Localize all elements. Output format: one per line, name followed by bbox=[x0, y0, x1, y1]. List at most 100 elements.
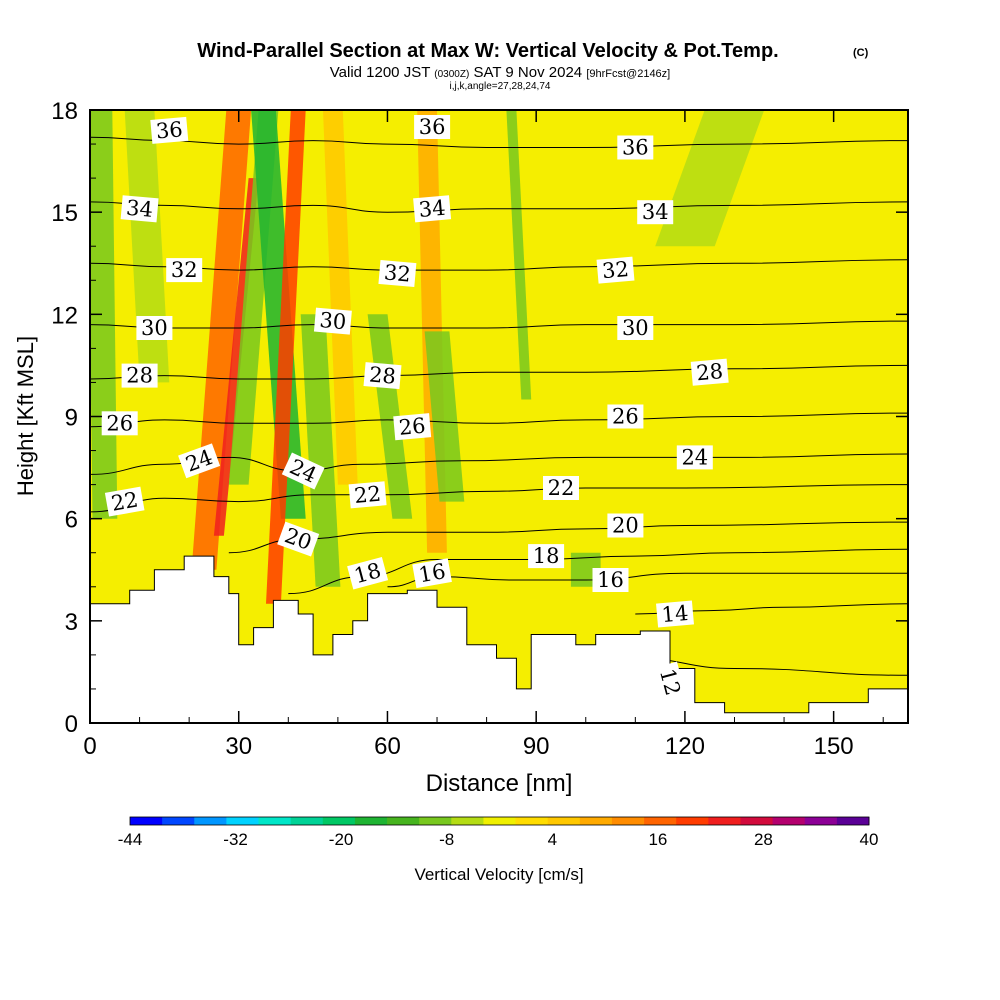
vertical-velocity-band bbox=[323, 110, 358, 485]
contour-label-text: 34 bbox=[125, 196, 154, 222]
x-tick-label: 30 bbox=[225, 733, 252, 760]
colorbar-swatches bbox=[129, 816, 870, 826]
colorbar-swatch bbox=[708, 817, 741, 825]
contour-label-text: 22 bbox=[109, 487, 139, 515]
contour-label: 32 bbox=[378, 259, 417, 288]
contour-label: 18 bbox=[347, 556, 389, 590]
contour-label: 22 bbox=[543, 476, 579, 500]
vertical-velocity-band bbox=[300, 314, 341, 587]
colorbar-tick-label: -20 bbox=[329, 830, 354, 849]
colorbar-swatch bbox=[322, 817, 356, 825]
colorbar-swatch bbox=[194, 817, 227, 825]
y-tick-label: 0 bbox=[65, 711, 78, 738]
contour-line-28 bbox=[90, 364, 908, 380]
colorbar-swatch bbox=[515, 817, 549, 825]
contour-label-text: 26 bbox=[612, 405, 639, 429]
contour-label-text: 30 bbox=[319, 308, 348, 334]
vertical-velocity-band bbox=[266, 110, 306, 604]
contour-label-text: 26 bbox=[398, 414, 427, 440]
colorbar-swatch bbox=[419, 817, 452, 825]
contour-label: 22 bbox=[104, 486, 145, 517]
x-tick-label: 60 bbox=[374, 733, 401, 760]
contour-label: 14 bbox=[656, 600, 694, 628]
contour-label-text: 16 bbox=[597, 568, 624, 592]
contour-label-text: 36 bbox=[419, 115, 446, 139]
colorbar-swatch bbox=[226, 817, 260, 825]
contour-label-text: 34 bbox=[642, 200, 669, 224]
contour-line-12 bbox=[635, 657, 908, 676]
contour-line-32 bbox=[90, 259, 908, 271]
colorbar-tick-label: 16 bbox=[648, 830, 667, 849]
contour-label: 26 bbox=[393, 413, 432, 441]
contour-label: 26 bbox=[607, 404, 644, 429]
valid-date: SAT 9 Nov 2024 bbox=[473, 64, 582, 81]
contour-label: 20 bbox=[607, 513, 644, 538]
colorbar-swatch bbox=[611, 817, 645, 825]
contour-label: 32 bbox=[166, 258, 203, 283]
contour-line-26 bbox=[90, 412, 908, 428]
contour-label: 34 bbox=[637, 200, 674, 225]
colorbar-tick-label: -8 bbox=[439, 830, 454, 849]
colorbar-swatch bbox=[772, 817, 806, 825]
colorbar-tick-label: 4 bbox=[548, 830, 557, 849]
contour-line-36 bbox=[90, 136, 908, 149]
contour-label-text: 34 bbox=[418, 196, 447, 222]
contour-label: 22 bbox=[348, 481, 387, 509]
contour-label-text: 14 bbox=[661, 601, 690, 627]
contour-label: 16 bbox=[592, 568, 629, 592]
colorbar-swatch bbox=[579, 817, 613, 825]
utc-time: (0300Z) bbox=[434, 69, 469, 80]
contour-label: 36 bbox=[414, 115, 451, 139]
y-tick-label: 18 bbox=[51, 98, 78, 125]
contour-label-text: 24 bbox=[681, 445, 708, 469]
terrain bbox=[90, 555, 908, 723]
contour-label-text: 28 bbox=[695, 359, 724, 385]
chart-subtitle: Valid 1200 JST (0300Z) SAT 9 Nov 2024 [9… bbox=[330, 64, 671, 81]
vertical-velocity-band bbox=[251, 110, 306, 519]
vertical-velocity-field bbox=[90, 110, 765, 604]
colorbar-swatch bbox=[290, 817, 324, 825]
y-tick-label: 3 bbox=[65, 609, 78, 636]
x-tick-label: 120 bbox=[665, 733, 705, 760]
contour-label: 36 bbox=[150, 116, 189, 144]
y-tick-label: 12 bbox=[51, 302, 78, 329]
contour-label-text: 36 bbox=[622, 136, 649, 160]
contour-line-30 bbox=[90, 320, 908, 329]
valid-time: Valid 1200 JST bbox=[330, 64, 430, 81]
contour-label-text: 26 bbox=[106, 411, 133, 435]
contour-label: 30 bbox=[313, 307, 352, 335]
colorbar-swatch bbox=[740, 817, 774, 825]
colorbar-swatch bbox=[804, 817, 838, 825]
colorbar-swatch bbox=[387, 817, 420, 825]
y-tick-label: 15 bbox=[51, 200, 78, 227]
contour-label: 30 bbox=[617, 316, 654, 340]
contour-label-text: 30 bbox=[141, 316, 168, 340]
contour-label-text: 18 bbox=[533, 544, 560, 568]
contour-label-text: 32 bbox=[601, 257, 630, 283]
terrain-mask bbox=[90, 555, 908, 723]
colorbar-swatch bbox=[547, 817, 581, 825]
contour-label-text: 22 bbox=[548, 476, 575, 500]
colorbar-swatch bbox=[162, 817, 195, 825]
contour-label-text: 30 bbox=[622, 316, 649, 340]
grid-indices-label: i,j,k,angle=27,28,24,74 bbox=[450, 81, 551, 92]
contour-label-text: 32 bbox=[383, 260, 412, 286]
contour-label-text: 28 bbox=[368, 362, 397, 388]
contour-label: 32 bbox=[596, 256, 635, 284]
contour-label: 30 bbox=[136, 316, 173, 340]
colorbar-tick-label: -44 bbox=[118, 830, 143, 849]
colorbar-frame bbox=[129, 816, 870, 826]
contour-label-text: 22 bbox=[353, 482, 382, 508]
contour-label: 34 bbox=[413, 195, 452, 223]
contour-label: 28 bbox=[363, 362, 402, 390]
contour-label: 36 bbox=[617, 135, 654, 160]
colorbar-swatch bbox=[676, 817, 709, 825]
colorbar-ticks: -44 -32 -20 -8 4 16 28 40 bbox=[118, 830, 879, 849]
colorbar-swatch bbox=[483, 817, 517, 825]
y-axis-label: Height [Kft MSL] bbox=[13, 336, 38, 496]
x-axis-label: Distance [nm] bbox=[426, 770, 573, 797]
contour-label: 34 bbox=[120, 195, 159, 223]
